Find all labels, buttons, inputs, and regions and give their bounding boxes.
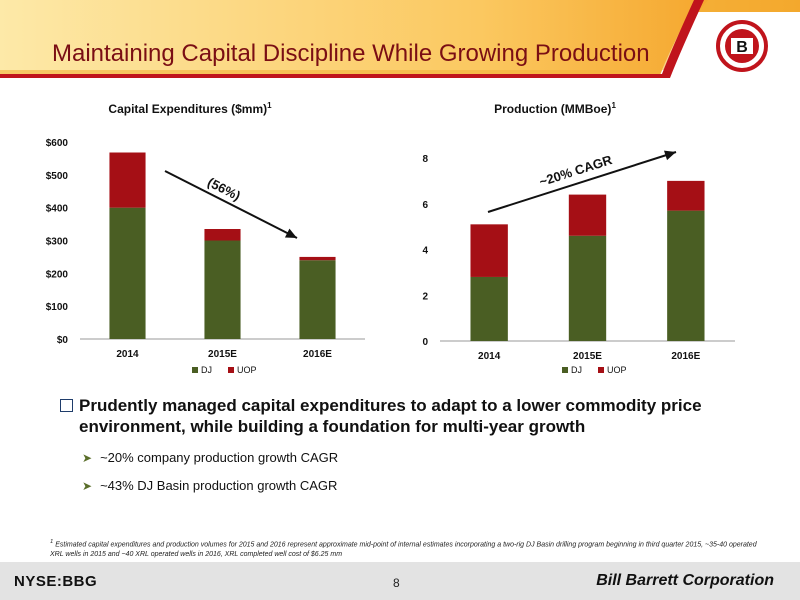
arrow-bullet-icon: ➤ [82,478,93,493]
bar-uop-2015e [204,229,241,241]
x-tick-label: 2014 [116,349,139,360]
y-tick-label: $400 [46,204,69,215]
bar-uop-2015e [568,194,607,236]
legend-swatch-uop [598,367,604,373]
x-tick-label: 2015E [208,349,237,360]
trend-arrow-head [284,228,297,238]
y-tick-label: 4 [422,246,428,257]
trend-annotation: (56%) [205,174,243,203]
bar-dj-2015e [204,240,241,339]
chart-title: Production (MMBoe)1 [494,101,616,116]
page-number: 8 [393,576,400,590]
arrow-bullet-icon: ➤ [82,450,93,465]
footer-bar: NYSE:BBG 8 Bill Barrett Corporation [0,562,800,600]
x-tick-label: 2016E [671,351,700,362]
y-tick-label: $600 [46,138,69,149]
bar-dj-2014 [109,207,146,339]
page-title: Maintaining Capital Discipline While Gro… [52,40,650,67]
y-tick-label: 2 [422,291,428,302]
footnote-text: Estimated capital expenditures and produ… [50,541,757,559]
footnote: 1 Estimated capital expenditures and pro… [50,537,770,560]
sub-bullet: ➤ ~43% DJ Basin production growth CAGR [82,478,760,493]
chart-title-superscript: 1 [267,101,272,110]
x-tick-label: 2014 [478,351,501,362]
logo-letter: B [736,39,748,56]
legend-swatch-uop [228,367,234,373]
trend-arrow-line [164,170,298,239]
production-chart: Production (MMBoe)1 0 2 4 6 8 2014 2015E 2016E DJ… [422,101,735,375]
y-tick-label: 0 [422,337,428,348]
sub-bullet: ➤ ~20% company production growth CAGR [82,450,760,465]
checkbox-bullet-icon [60,399,73,412]
y-tick-label: 6 [422,200,428,211]
bar-uop-2014 [109,152,146,208]
sub-bullet-text: ~43% DJ Basin production growth CAGR [100,478,338,493]
y-tick-label: $0 [57,335,69,346]
sub-bullet-text: ~20% company production growth CAGR [100,450,339,465]
chart-title-text: Capital Expenditures ($mm) [108,102,267,116]
y-tick-label: $500 [46,171,69,182]
x-tick-label: 2015E [573,351,602,362]
chart-title: Capital Expenditures ($mm)1 [108,101,272,116]
company-name: Bill Barrett Corporation [596,572,774,589]
legend-swatch-dj [562,367,568,373]
chart-title-text: Production (MMBoe) [494,102,611,116]
capex-chart: Capital Expenditures ($mm)1 $0 $100 $200 $30… [46,101,365,375]
bullet-list: Prudently managed capital expenditures t… [60,395,760,493]
legend-swatch-dj [192,367,198,373]
trend-arrow-head [664,150,676,161]
y-tick-label: $100 [46,302,69,313]
bar-dj-2015e [568,235,607,341]
legend-label: DJ [201,365,212,375]
y-tick-label: $200 [46,269,69,280]
x-tick-label: 2016E [303,349,332,360]
bar-dj-2014 [470,276,508,341]
y-tick-label: 8 [422,154,428,165]
company-logo: B [716,20,768,72]
ticker-symbol: NYSE:BBG [14,573,98,590]
y-tick-label: $300 [46,237,69,248]
bar-uop-2016e [667,180,705,211]
legend-label: UOP [237,365,257,375]
trend-arrow-line [487,151,677,213]
main-bullet-text: Prudently managed capital expenditures t… [79,396,702,436]
bar-uop-2014 [470,224,508,277]
legend-label: UOP [607,365,627,375]
chart-title-superscript: 1 [611,101,616,110]
footnote-marker: 1 [50,539,54,545]
header-band [0,0,800,78]
bar-uop-2016e [299,256,336,261]
bar-dj-2016e [299,260,336,339]
main-bullet: Prudently managed capital expenditures t… [60,395,760,437]
bar-dj-2016e [667,210,705,341]
legend-label: DJ [571,365,582,375]
